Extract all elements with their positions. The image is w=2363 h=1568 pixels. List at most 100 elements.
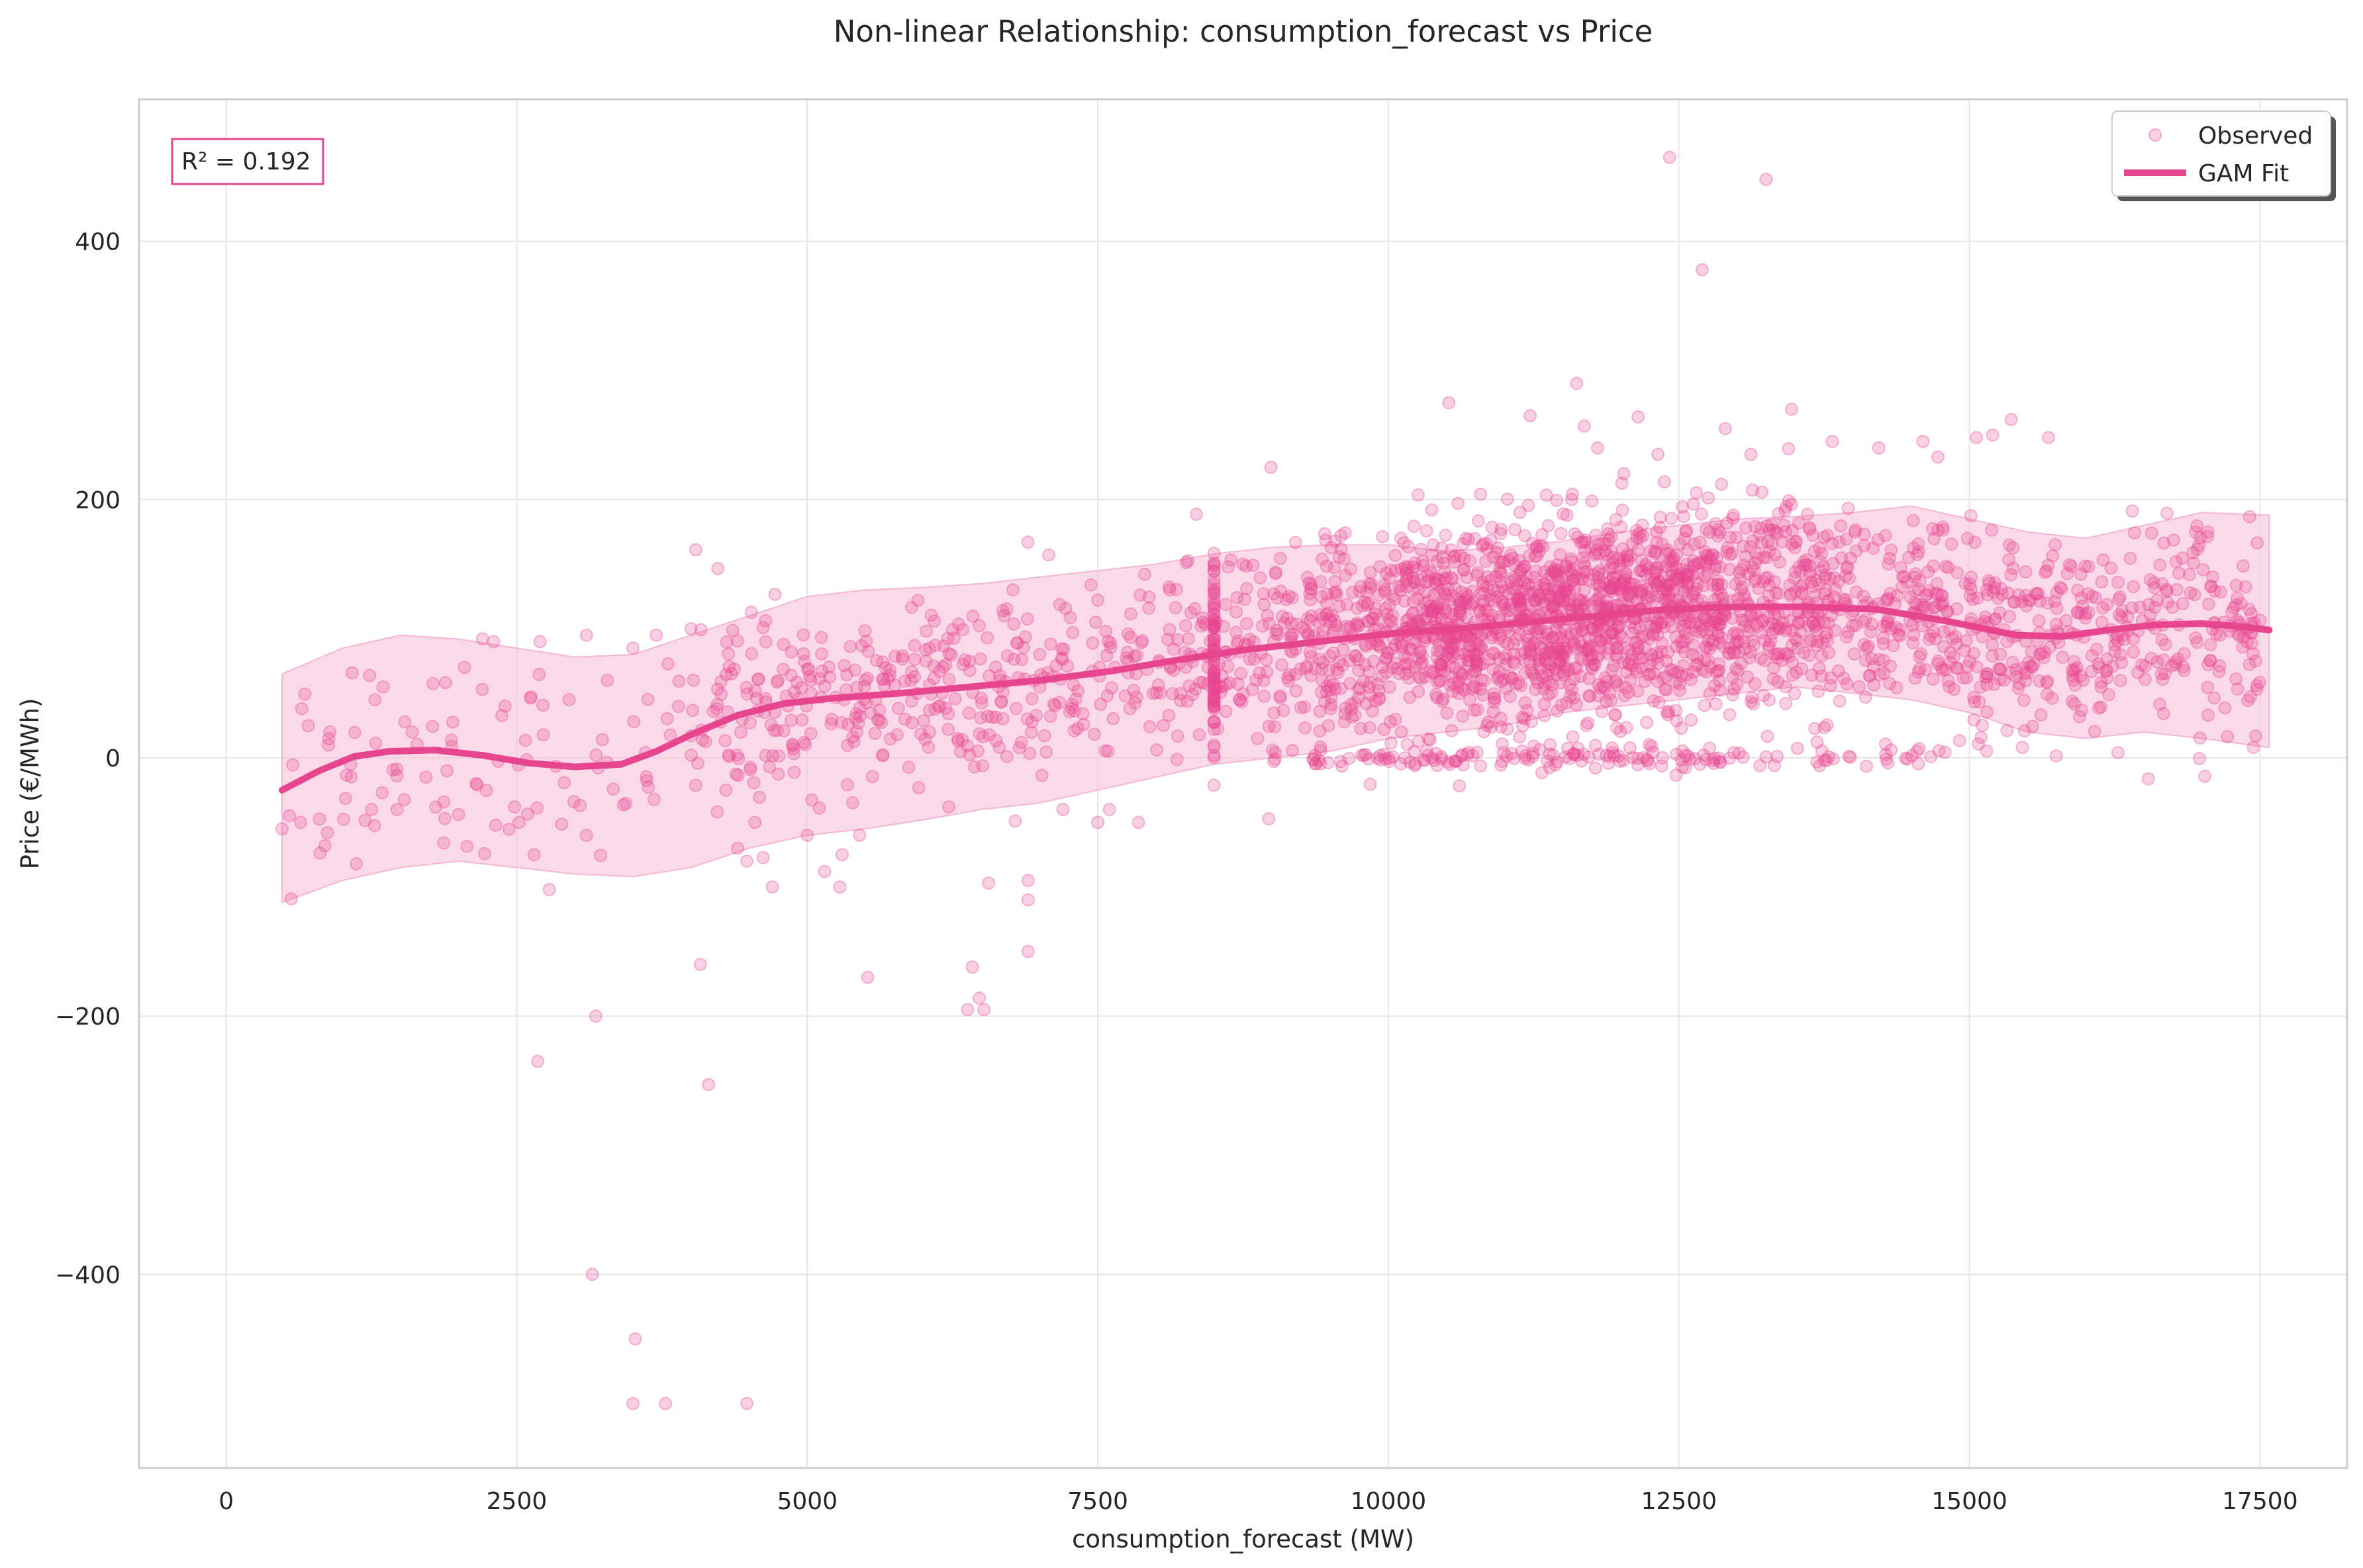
observed-point (2160, 506, 2174, 520)
observed-point (2015, 741, 2029, 755)
observed-point (1497, 672, 1511, 686)
observed-point (1213, 680, 1227, 694)
observed-point (1551, 642, 1565, 656)
observed-point (1762, 693, 1776, 707)
observed-point (1841, 560, 1855, 574)
observed-point (2076, 599, 2090, 613)
observed-point (2002, 553, 2016, 567)
observed-point (2201, 530, 2215, 543)
observed-point (1802, 559, 1816, 573)
observed-point (1516, 562, 1529, 576)
observed-point (1950, 637, 1964, 651)
observed-point (1663, 547, 1676, 561)
observed-point (1582, 689, 1596, 703)
observed-point (557, 776, 571, 790)
observed-point (1723, 647, 1737, 661)
observed-point (1396, 639, 1410, 653)
observed-point (1676, 500, 1690, 514)
observed-point (1476, 598, 1490, 612)
observed-point (2111, 575, 2125, 589)
observed-point (344, 770, 358, 784)
observed-point (1607, 659, 1621, 672)
observed-point (958, 653, 972, 667)
observed-point (1512, 676, 1525, 690)
observed-point (286, 758, 300, 772)
observed-point (1529, 564, 1543, 578)
observed-point (1412, 652, 1426, 666)
observed-point (1776, 535, 1790, 549)
observed-point (1669, 704, 1683, 717)
observed-point (1099, 625, 1113, 638)
observed-point (1478, 537, 1492, 551)
observed-point (1726, 512, 1740, 525)
observed-point (1668, 666, 1682, 680)
observed-point (1398, 657, 1412, 671)
observed-point (1451, 612, 1465, 626)
observed-point (800, 829, 814, 842)
observed-point (1300, 659, 1314, 673)
observed-point (1646, 627, 1659, 641)
observed-point (1384, 736, 1398, 750)
observed-point (1523, 655, 1537, 669)
observed-point (1659, 670, 1673, 684)
observed-point (1320, 587, 1334, 601)
observed-point (2104, 561, 2118, 575)
observed-point (1371, 677, 1384, 691)
observed-point (1496, 755, 1509, 768)
observed-point (1551, 755, 1565, 769)
observed-point (1960, 634, 1973, 648)
observed-point (870, 654, 884, 668)
observed-point (1318, 527, 1331, 541)
observed-point (1590, 543, 1604, 557)
observed-point (2153, 698, 2167, 712)
observed-point (1676, 585, 1690, 599)
observed-point (1847, 647, 1861, 661)
observed-point (1945, 537, 1958, 551)
observed-point (1207, 558, 1221, 572)
observed-point (1700, 522, 1713, 536)
observed-point (1000, 750, 1014, 764)
observed-point (1162, 580, 1176, 594)
observed-point (594, 849, 607, 862)
observed-point (1173, 686, 1187, 700)
observed-point (1566, 562, 1580, 576)
observed-point (1423, 733, 1437, 747)
observed-point (1014, 735, 1028, 749)
observed-point (891, 702, 905, 715)
x-tick-label: 2500 (487, 1488, 548, 1515)
observed-point (1445, 641, 1459, 655)
observed-point (1768, 759, 1781, 772)
observed-point (2096, 601, 2109, 615)
observed-point (1624, 616, 1638, 629)
observed-point (1377, 747, 1391, 761)
observed-point (936, 660, 950, 674)
observed-point (1061, 659, 1075, 673)
observed-point (1400, 614, 1414, 627)
observed-point (1723, 708, 1737, 721)
observed-point (1394, 531, 1408, 545)
observed-point (1269, 746, 1282, 760)
observed-point (2005, 655, 2019, 669)
observed-point (1741, 567, 1755, 580)
observed-point (883, 732, 897, 746)
observed-point (1537, 709, 1551, 723)
observed-point (1447, 550, 1461, 564)
observed-point (1425, 751, 1439, 765)
observed-point (1457, 595, 1471, 609)
observed-point (1778, 680, 1792, 694)
observed-point (802, 662, 816, 676)
observed-point (1744, 447, 1758, 461)
legend: Observed GAM Fit (2111, 111, 2336, 201)
observed-point (798, 738, 812, 752)
observed-point (1733, 572, 1747, 586)
observed-point (714, 674, 728, 688)
observed-point (1315, 552, 1329, 566)
observed-point (718, 734, 732, 748)
observed-point (1134, 635, 1148, 649)
observed-point (1596, 679, 1610, 693)
observed-point (759, 692, 773, 706)
observed-point (1680, 557, 1694, 571)
observed-point (1749, 617, 1763, 631)
observed-point (1518, 653, 1531, 667)
observed-point (1950, 602, 1964, 616)
